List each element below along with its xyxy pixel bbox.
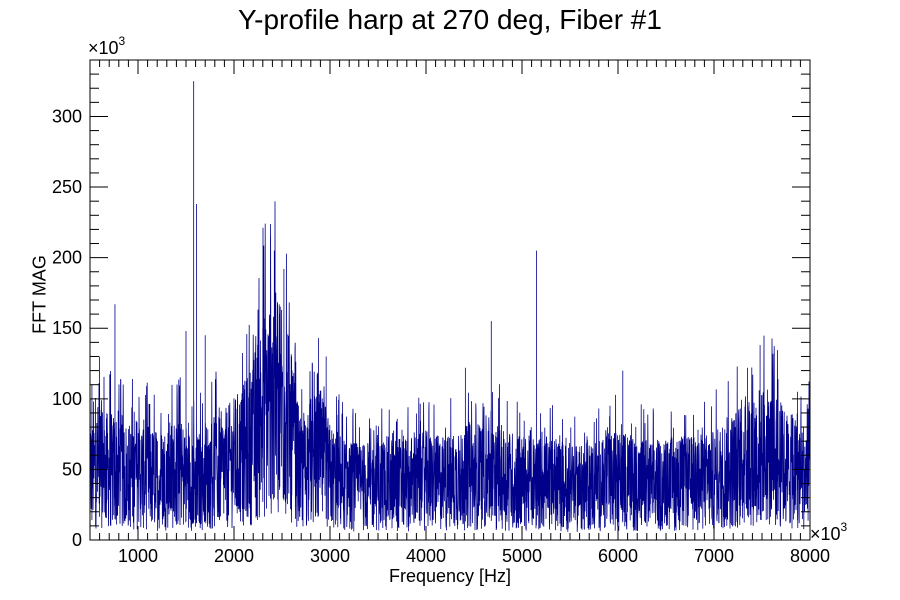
y-tick-label: 0 — [72, 530, 82, 550]
x-axis-multiplier: ×103 — [810, 520, 847, 545]
chart-title: Y-profile harp at 270 deg, Fiber #1 — [238, 4, 662, 35]
x-tick-label: 1000 — [118, 546, 158, 566]
y-multiplier-text: ×10 — [88, 38, 119, 58]
x-axis-label: Frequency [Hz] — [388, 566, 512, 586]
y-tick-label: 300 — [52, 106, 82, 126]
y-tick-label: 200 — [52, 248, 82, 268]
y-tick-label: 250 — [52, 177, 82, 197]
fft-series-line — [89, 81, 811, 532]
y-tick-label: 150 — [52, 318, 82, 338]
x-tick-label: 7000 — [694, 546, 734, 566]
y-multiplier-exp: 3 — [118, 34, 126, 48]
x-tick-label: 2000 — [214, 546, 254, 566]
x-tick-label: 4000 — [406, 546, 446, 566]
x-tick-label: 8000 — [790, 546, 830, 566]
y-axis-multiplier: ×103 — [88, 34, 125, 59]
x-multiplier-text: ×10 — [810, 524, 841, 544]
x-tick-label: 6000 — [598, 546, 638, 566]
y-tick-label: 50 — [62, 459, 82, 479]
y-tick-label: 100 — [52, 389, 82, 409]
x-tick-label: 3000 — [310, 546, 350, 566]
x-multiplier-exp: 3 — [840, 520, 848, 534]
x-tick-label: 5000 — [502, 546, 542, 566]
